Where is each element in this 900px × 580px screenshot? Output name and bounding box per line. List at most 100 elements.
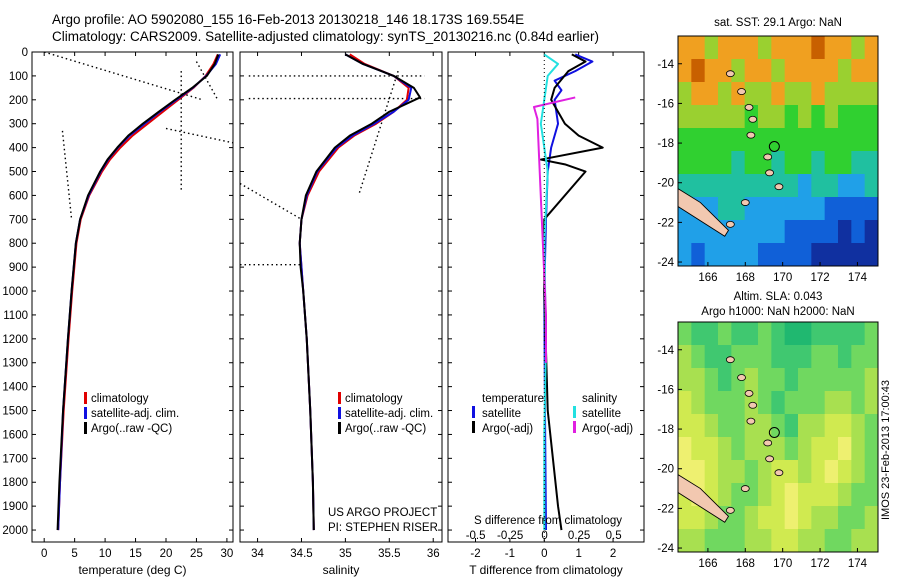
y-tick-label: 900 — [9, 262, 28, 274]
map-cell — [851, 437, 866, 461]
map-cell — [704, 36, 719, 60]
map-cell — [798, 128, 812, 152]
x-tick-label: 34.5 — [290, 548, 312, 560]
map-cell — [811, 243, 826, 267]
map-cell — [784, 437, 799, 461]
map-cell — [798, 174, 812, 198]
map-cell — [678, 414, 692, 438]
map-cell — [824, 59, 839, 83]
map-cell — [771, 82, 786, 106]
map-cell — [771, 197, 786, 221]
map-cell — [838, 105, 852, 129]
map-cell — [824, 529, 839, 553]
map-cell — [691, 460, 706, 484]
y-tick-label: 1400 — [2, 382, 28, 394]
map-cell — [758, 506, 772, 530]
map-cell — [824, 460, 839, 484]
map-cell — [811, 128, 826, 152]
map-cell — [838, 82, 852, 106]
map-cell — [824, 483, 839, 507]
map-cell — [744, 322, 759, 346]
map-cell — [718, 82, 732, 106]
legend-label: satellite-adj. clim. — [345, 408, 433, 420]
map-cell — [704, 322, 719, 346]
map-cell — [718, 243, 732, 267]
map-panel-3: 166 168 170 172 174 -14 -16 -18 -20 -22 -24 — [657, 35, 879, 284]
map-cell — [691, 529, 706, 553]
map-cell — [758, 322, 772, 346]
y-tick-label: 1100 — [3, 310, 28, 322]
legend-label: climatology — [91, 393, 149, 405]
map-cell — [704, 460, 719, 484]
map-cell — [758, 59, 772, 83]
y-tick-label: -24 — [657, 543, 674, 555]
x-axis-label: temperature (deg C) — [78, 563, 186, 577]
map-cell — [718, 197, 732, 221]
map-cell — [838, 174, 852, 198]
x-tick-label: 172 — [810, 558, 829, 570]
map-cell — [678, 506, 692, 530]
map-cell — [864, 391, 879, 415]
map-cell — [838, 368, 852, 392]
map-cell — [784, 174, 799, 198]
y-tick-label: -18 — [657, 138, 674, 150]
top-tick-label: -0.25 — [497, 530, 523, 542]
map-cell — [798, 368, 812, 392]
map-cell — [811, 82, 826, 106]
map-cell — [784, 368, 799, 392]
map-cell — [838, 128, 852, 152]
map-cell — [758, 174, 772, 198]
map-cell — [824, 243, 839, 267]
map-cell — [851, 36, 866, 60]
map-cell — [798, 322, 812, 346]
x-tick-label: 166 — [698, 558, 717, 570]
map-cell — [784, 128, 799, 152]
map-cell — [811, 483, 826, 507]
map-cell — [851, 105, 866, 129]
island — [725, 220, 735, 228]
map-cell — [811, 59, 826, 83]
map-cell — [678, 368, 692, 392]
map-cell — [811, 368, 826, 392]
map-cell — [851, 220, 866, 244]
map-cell — [864, 59, 879, 83]
map-cell — [798, 529, 812, 553]
map-cell — [824, 391, 839, 415]
map-cell — [731, 243, 746, 267]
map-cell — [811, 345, 826, 369]
y-tick-label: 500 — [9, 167, 28, 179]
x-tick-label: 35.5 — [378, 548, 400, 560]
x-tick-label: 174 — [848, 272, 868, 284]
pi-annotation: PI: STEPHEN RISER — [328, 522, 438, 534]
map-cell — [864, 483, 879, 507]
sla-map-title: Altim. SLA: 0.043 — [734, 291, 823, 303]
legend-swatch — [338, 407, 341, 419]
map-cell — [744, 437, 759, 461]
top-tick-label: 0.25 — [568, 530, 590, 542]
legend-swatch — [472, 406, 475, 418]
y-tick-label: 1600 — [2, 429, 28, 441]
map-frame — [677, 321, 879, 553]
map-cell — [771, 529, 786, 553]
map-cell — [851, 82, 866, 106]
map-cell — [824, 174, 839, 198]
map-cell — [718, 105, 732, 129]
project-annotation: US ARGO PROJECT — [328, 507, 437, 519]
map-cell — [851, 151, 866, 175]
map-cell — [704, 345, 719, 369]
qc-dotted-line — [239, 182, 302, 220]
map-cell — [784, 151, 799, 175]
island — [740, 485, 750, 492]
map-cell — [798, 220, 812, 244]
map-cell — [784, 243, 799, 267]
x-tick-label: 2 — [610, 548, 616, 560]
map-cell — [718, 414, 732, 438]
map-cell — [731, 437, 746, 461]
map-cell — [758, 345, 772, 369]
map-cell — [864, 36, 879, 60]
island — [725, 506, 735, 514]
map-cell — [731, 174, 746, 198]
y-tick-label: 1000 — [2, 286, 28, 298]
island — [725, 356, 735, 364]
map-cell — [864, 82, 879, 106]
